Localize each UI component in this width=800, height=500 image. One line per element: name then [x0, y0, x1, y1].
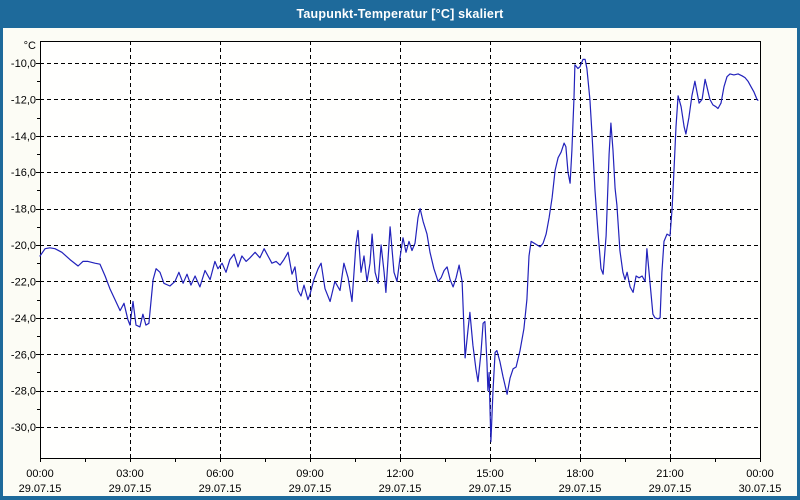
x-tick-date-label: 29.07.15	[649, 483, 692, 495]
x-tick-date-label: 29.07.15	[469, 483, 512, 495]
window-border-right	[797, 28, 800, 500]
x-tick-date-label: 29.07.15	[559, 483, 602, 495]
x-tick-time-label: 09:00	[296, 468, 324, 480]
window-border-bottom	[0, 496, 800, 500]
y-tick-label: -26,0	[11, 349, 36, 361]
x-tick-time-label: 00:00	[746, 468, 774, 480]
axis-ticks	[36, 63, 761, 462]
y-tick-label: -22,0	[11, 276, 36, 288]
y-tick-label: -24,0	[11, 313, 36, 325]
x-tick-time-label: 03:00	[116, 468, 144, 480]
axis-labels: °C -10,0 -12,0 -14,0 -16,0 -18,0 -20,0 -22,0 -24…	[11, 40, 781, 495]
x-tick-date-label: 29.07.15	[379, 483, 422, 495]
x-tick-date-label: 29.07.15	[109, 483, 152, 495]
gridlines	[40, 41, 760, 458]
y-tick-label: -14,0	[11, 131, 36, 143]
y-tick-label: -30,0	[11, 422, 36, 434]
title-bar: Taupunkt-Temperatur [°C] skaliert	[0, 0, 800, 28]
x-tick-date-label: 30.07.15	[739, 483, 782, 495]
y-tick-label: -12,0	[11, 94, 36, 106]
x-tick-date-label: 29.07.15	[19, 483, 62, 495]
x-tick-time-label: 18:00	[566, 468, 594, 480]
plot-area	[40, 41, 760, 458]
x-tick-time-label: 06:00	[206, 468, 234, 480]
x-tick-time-label: 12:00	[386, 468, 414, 480]
chart-title: Taupunkt-Temperatur [°C] skaliert	[296, 7, 504, 21]
x-tick-time-label: 15:00	[476, 468, 504, 480]
x-tick-time-label: 21:00	[656, 468, 684, 480]
y-tick-label: -20,0	[11, 240, 36, 252]
y-tick-label: -28,0	[11, 386, 36, 398]
x-tick-date-label: 29.07.15	[199, 483, 242, 495]
window-border-left	[0, 28, 3, 500]
x-tick-date-label: 29.07.15	[289, 483, 332, 495]
y-tick-label: -18,0	[11, 204, 36, 216]
y-tick-label: -16,0	[11, 167, 36, 179]
x-tick-time-label: 00:00	[26, 468, 54, 480]
series-line-taupunkt	[39, 58, 759, 443]
y-tick-label: -10,0	[11, 58, 36, 70]
y-axis-unit-label: °C	[24, 40, 36, 52]
